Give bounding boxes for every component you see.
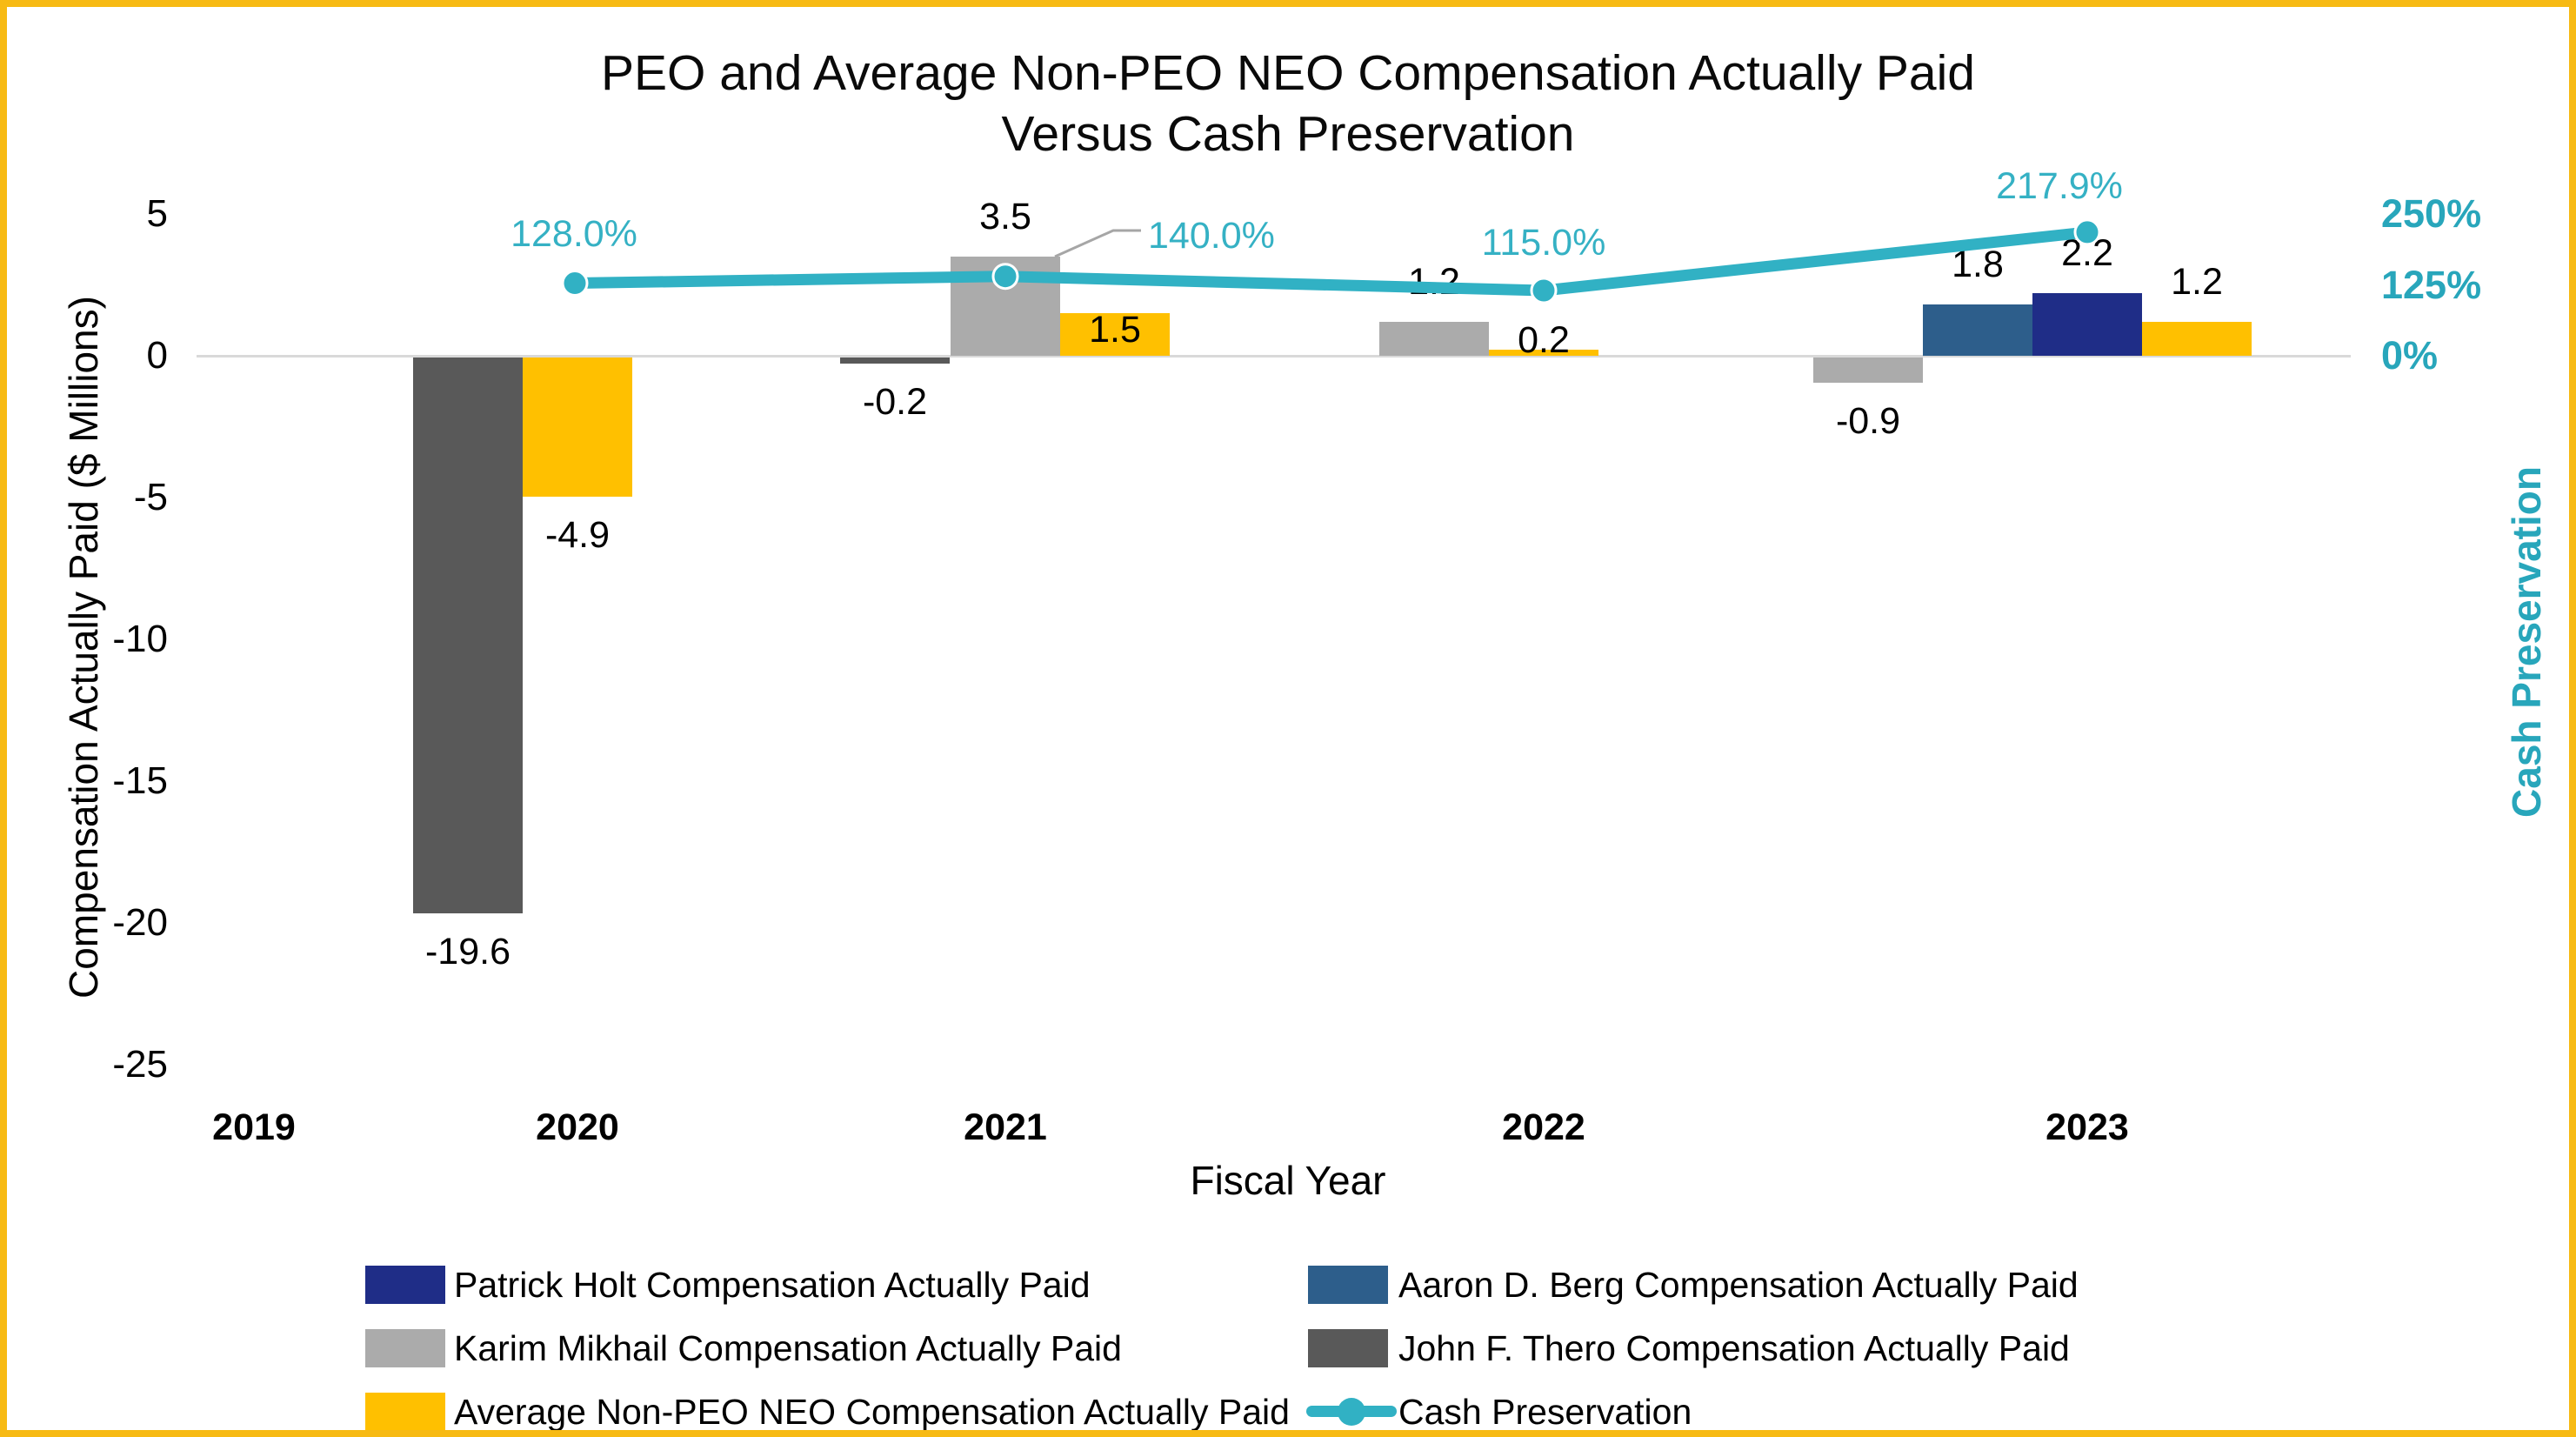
bar-label-john_thero-2021: -0.2 <box>862 380 928 423</box>
chart-title-line2: Versus Cash Preservation <box>1001 106 1575 162</box>
legend-swatch-karim_mikhail <box>365 1329 445 1367</box>
chart-title-line1: PEO and Average Non-PEO NEO Compensation… <box>601 45 1975 101</box>
legend-label-cash_preservation: Cash Preservation <box>1398 1392 1692 1432</box>
legend-label-avg_neo: Average Non-PEO NEO Compensation Actuall… <box>454 1392 1290 1432</box>
line-label-2022: 115.0% <box>1481 222 1606 264</box>
y-axis-tick-left: -5 <box>133 476 168 518</box>
x-axis-label-2019: 2019 <box>212 1106 296 1148</box>
x-axis-label-2020: 2020 <box>536 1106 619 1148</box>
x-axis-title: Fiscal Year <box>1190 1158 1386 1203</box>
bar-label-karim_mikhail-2022: 1.2 <box>1408 260 1460 303</box>
legend-swatch-patrick_holt <box>365 1266 445 1304</box>
bar-label-avg_neo-2020: -4.9 <box>544 513 611 556</box>
x-axis-label-2021: 2021 <box>964 1106 1047 1148</box>
bar-avg_neo-2022 <box>1489 350 1598 356</box>
bar-patrick_holt-2023 <box>2032 293 2142 356</box>
zero-gridline <box>197 355 2351 358</box>
x-axis-label-2023: 2023 <box>2045 1106 2129 1148</box>
legend-swatch-john_thero <box>1308 1329 1388 1367</box>
bar-label-karim_mikhail-2023: -0.9 <box>1835 400 1901 443</box>
bar-avg_neo-2023 <box>2142 321 2252 356</box>
bar-john_thero-2021 <box>840 358 950 364</box>
y-axis-tick-left: -25 <box>112 1043 168 1086</box>
legend-label-karim_mikhail: Karim Mikhail Compensation Actually Paid <box>454 1328 1122 1368</box>
y-axis-tick-left: -15 <box>112 759 168 802</box>
legend-label-patrick_holt: Patrick Holt Compensation Actually Paid <box>454 1265 1091 1305</box>
bar-label-avg_neo-2021: 1.5 <box>1089 309 1141 351</box>
legend-label-aaron_berg: Aaron D. Berg Compensation Actually Paid <box>1398 1265 2079 1305</box>
bar-label-aaron_berg-2023: 1.8 <box>1952 244 2004 286</box>
line-label-2020: 128.0% <box>511 213 637 255</box>
bar-avg_neo-2021 <box>1060 313 1170 356</box>
bar-label-karim_mikhail-2021: 3.5 <box>979 195 1031 237</box>
x-axis-label-2022: 2022 <box>1502 1106 1585 1148</box>
y-axis-tick-left: -10 <box>112 618 168 660</box>
legend-swatch-aaron_berg <box>1308 1266 1388 1304</box>
line-label-2021: 140.0% <box>1148 215 1275 257</box>
y-axis-tick-left: -20 <box>112 901 168 944</box>
y-axis-tick-left: 5 <box>146 192 168 235</box>
y-axis-tick-left: 0 <box>146 334 168 377</box>
y-axis-tick-right: 250% <box>2381 191 2482 236</box>
y-axis-tick-right: 125% <box>2381 262 2482 307</box>
bar-karim_mikhail-2022 <box>1379 321 1489 356</box>
bar-label-avg_neo-2022: 0.2 <box>1518 319 1570 362</box>
line-label-2023: 217.9% <box>1996 165 2123 207</box>
bar-karim_mikhail-2023 <box>1813 358 1923 384</box>
y-axis-tick-right: 0% <box>2381 333 2439 378</box>
bar-avg_neo-2020 <box>523 358 632 497</box>
line-marker-2020 <box>561 270 589 297</box>
bar-label-john_thero-2020: -19.6 <box>424 930 511 972</box>
legend-marker-dot-cash_preservation <box>1338 1398 1365 1426</box>
bar-label-avg_neo-2023: 1.2 <box>2171 260 2223 303</box>
legend-swatch-avg_neo <box>365 1393 445 1430</box>
bar-aaron_berg-2023 <box>1923 304 2032 356</box>
bar-john_thero-2020 <box>413 358 523 913</box>
legend-label-john_thero: John F. Thero Compensation Actually Paid <box>1398 1328 2070 1368</box>
cash-preservation-line-layer <box>561 218 2101 304</box>
